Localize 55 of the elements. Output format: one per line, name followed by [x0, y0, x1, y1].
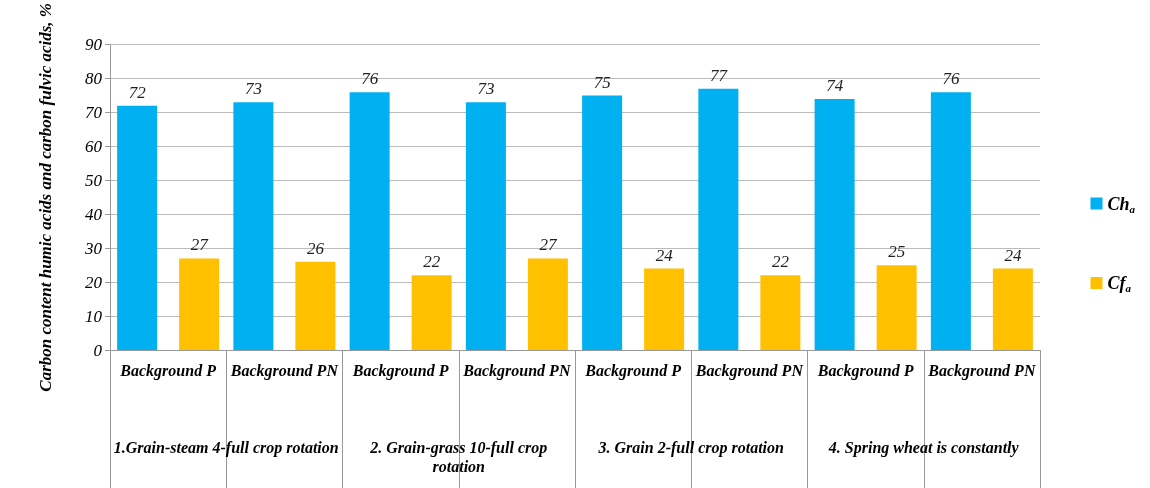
y-tick-label: 10: [85, 306, 103, 326]
y-tick-label: 40: [85, 204, 103, 224]
bar: [295, 261, 336, 350]
data-label: 75: [593, 72, 611, 92]
data-label: 24: [1004, 245, 1022, 265]
data-label: 27: [190, 235, 210, 255]
bar: [876, 265, 917, 350]
data-label: 25: [888, 242, 906, 262]
y-tick-label: 60: [85, 136, 103, 156]
bar: [117, 105, 158, 350]
y-tick-label: 50: [85, 170, 103, 190]
data-label: 22: [423, 252, 441, 272]
text: 2. Grain-grass 10-full crop rotation: [369, 438, 549, 476]
bar: [411, 275, 452, 350]
bar: [814, 98, 855, 350]
text: 1.Grain-steam 4-full crop rotation: [112, 438, 340, 457]
data-label: 74: [826, 75, 844, 95]
y-tick-label: 90: [85, 35, 103, 55]
y-tick-label: 0: [93, 340, 103, 360]
bar: [698, 88, 739, 350]
bar: [233, 102, 274, 350]
x-tick-label: Background P: [119, 361, 217, 380]
y-tick-label: 80: [85, 69, 103, 89]
data-label: 72: [128, 82, 147, 102]
y-axis-title: Carbon content humic acids and carbon fulvic acids, %: [35, 2, 55, 392]
x-tick-label: Background PN: [229, 361, 340, 380]
x-tick-label: Background PN: [694, 361, 805, 380]
bar: [465, 102, 506, 350]
bar: [930, 92, 971, 350]
x-tick-label: Background P: [584, 361, 682, 380]
data-label: 27: [539, 235, 558, 255]
data-label: 73: [477, 79, 495, 99]
bar: [349, 92, 390, 350]
x-tick-label: Background P: [816, 361, 914, 380]
bar: [760, 275, 801, 350]
text: 3. Grain 2-full crop rotation: [597, 438, 785, 457]
x-tick-label: Background PN: [927, 361, 1037, 380]
bar: [582, 95, 623, 350]
y-tick-label: 30: [84, 238, 103, 258]
data-label: 73: [244, 79, 262, 99]
x-tick-label: Background P: [351, 361, 449, 380]
y-tick-label: 70: [85, 103, 103, 123]
data-label: 26: [306, 238, 325, 258]
data-label: 77: [709, 65, 729, 85]
data-label: 76: [942, 69, 960, 89]
text: 4. Spring wheat is constantly: [827, 438, 1020, 457]
bar: [527, 258, 568, 350]
bar: [992, 268, 1033, 350]
bar: [644, 268, 685, 350]
x-tick-label: Background PN: [462, 361, 572, 380]
data-label: 22: [771, 252, 790, 272]
data-label: 24: [655, 245, 674, 265]
bar: [179, 258, 220, 350]
y-tick-label: 20: [85, 272, 103, 292]
data-label: 76: [361, 69, 379, 89]
